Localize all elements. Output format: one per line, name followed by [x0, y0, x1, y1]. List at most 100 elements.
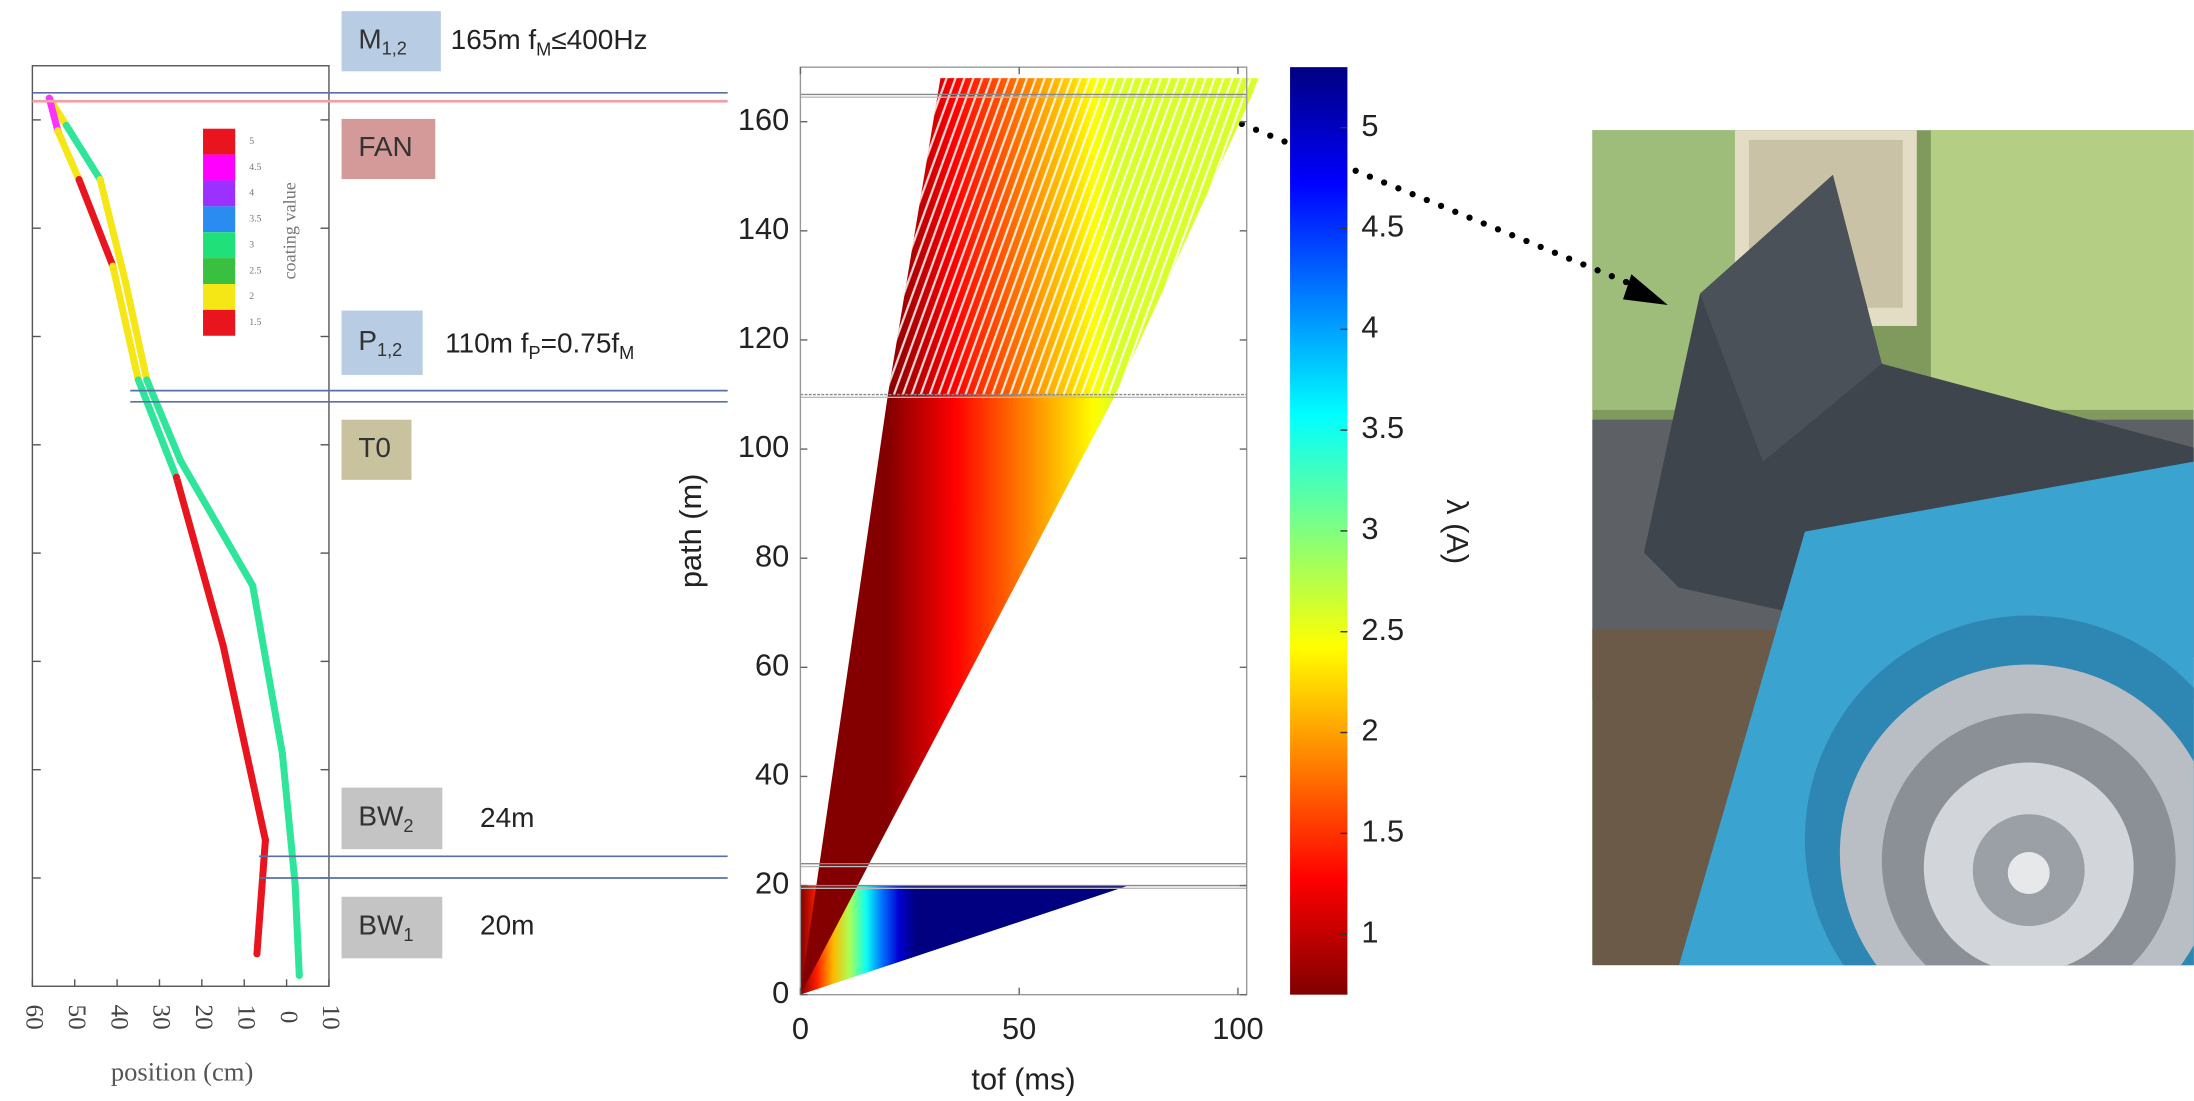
colorbar-tick-label: 2.5 — [1361, 612, 1404, 647]
pointer-arrow — [1195, 103, 1638, 289]
colorbar-tick-label: 4 — [1361, 309, 1378, 344]
x-tick-label: 40 — [105, 1004, 132, 1029]
note-text: 24m — [480, 802, 534, 833]
legend-tick-label: 3 — [249, 239, 254, 250]
curve-point — [219, 641, 227, 649]
x-tick-label: 0 — [792, 1011, 809, 1046]
label-subscript: 1,2 — [382, 38, 407, 58]
y-tick-label: 100 — [738, 429, 789, 464]
label-subscript: 2 — [403, 816, 413, 836]
label-box — [341, 118, 436, 180]
legend-tick-label: 5 — [249, 136, 254, 147]
plot-frame — [799, 66, 1248, 996]
wavelength-band-hatch — [887, 78, 1260, 395]
note-subscript: M — [619, 343, 634, 363]
curve-point — [295, 971, 303, 979]
label-box-text: BW1 — [358, 910, 413, 945]
colorbar-tick-label: 1 — [1361, 914, 1378, 949]
colorbar-tick-label: 3.5 — [1361, 410, 1404, 445]
label-box-text: FAN — [358, 131, 412, 162]
y-tick-label: 160 — [738, 102, 789, 137]
label-box-text: M1,2 — [358, 24, 407, 59]
plot-frame — [31, 65, 330, 987]
x-tick-label: 30 — [148, 1004, 175, 1029]
legend-tick-label: 3.5 — [249, 214, 261, 225]
curve-point — [143, 376, 151, 384]
curve-segment — [219, 641, 269, 844]
label-main: BW — [358, 910, 404, 941]
curve-point — [96, 175, 104, 183]
colorbar-tick-label: 2 — [1361, 713, 1378, 748]
x-tick-label: 60 — [21, 1004, 48, 1029]
colorbar-tick-label: 3 — [1361, 511, 1378, 546]
curve-segment — [109, 262, 142, 384]
colorbar-label: λ (A) — [1440, 499, 1475, 564]
curve-segment — [143, 376, 185, 465]
curve-point — [134, 376, 142, 384]
y-tick-label: 80 — [755, 538, 789, 573]
curve-point — [62, 121, 70, 129]
y-tick-label: 120 — [738, 320, 789, 355]
wavelength-band — [800, 394, 1116, 995]
legend-label: coating value — [279, 182, 299, 279]
label-box-text: P1,2 — [358, 325, 402, 360]
y-tick-label: 140 — [738, 211, 789, 246]
colorbar-tick-label: 4.5 — [1361, 209, 1404, 244]
legend-swatch — [203, 283, 236, 310]
y-tick-label: 0 — [772, 975, 789, 1010]
x-tick-label: 50 — [1002, 1011, 1036, 1046]
curve-segment — [54, 127, 83, 183]
x-tick-label: 100 — [1212, 1011, 1263, 1046]
curve-point — [253, 950, 261, 958]
curve-segment — [75, 175, 117, 270]
curve-point — [177, 457, 185, 465]
y-tick-label: 60 — [755, 647, 789, 682]
curve-segment — [122, 278, 151, 384]
label-subscript: 1 — [403, 925, 413, 945]
legend-swatch — [203, 154, 236, 181]
label-note: 24m — [480, 802, 534, 833]
legend-swatch — [203, 309, 236, 336]
label-note: 20m — [480, 910, 534, 941]
y-axis-label: path (m) — [673, 474, 708, 589]
curve-segment — [278, 749, 299, 887]
curve-segment — [96, 175, 130, 286]
curve-point — [109, 262, 117, 270]
legend-tick-label: 2 — [249, 291, 254, 302]
legend-swatch — [203, 206, 236, 233]
curve-segment — [253, 836, 269, 958]
x-axis-label: tof (ms) — [971, 1062, 1075, 1097]
label-main: BW — [358, 801, 404, 832]
legend-tick-label: 4.5 — [249, 162, 261, 173]
curve-point — [122, 278, 130, 286]
curve-point — [54, 127, 62, 135]
curve-point — [278, 749, 286, 757]
colorbar — [1290, 67, 1348, 995]
note-text: =0.75f — [541, 328, 620, 359]
x-tick-label: 20 — [190, 1004, 217, 1029]
note-text: 110m f — [445, 328, 529, 359]
label-main: M — [358, 24, 381, 55]
label-main: P — [358, 325, 377, 356]
legend-swatch — [203, 232, 236, 259]
legend-tick-label: 1.5 — [249, 317, 261, 328]
curve-segment — [177, 457, 257, 590]
x-tick-label: 10 — [232, 1004, 259, 1029]
curve-segment — [249, 582, 286, 757]
colorbar-tick-label: 1.5 — [1361, 813, 1404, 848]
x-tick-label: 10 — [317, 1004, 344, 1029]
note-text: 165m f — [451, 24, 537, 55]
curve-segment — [62, 121, 104, 183]
y-tick-label: 40 — [755, 757, 789, 792]
label-main: FAN — [358, 131, 412, 162]
curve-point — [75, 175, 83, 183]
note-subscript: M — [536, 39, 551, 59]
note-text: 20m — [480, 910, 534, 941]
legend-tick-label: 2.5 — [249, 265, 261, 276]
note-text: ≤400Hz — [551, 24, 647, 55]
curve-point — [172, 473, 180, 481]
curve-point — [291, 879, 299, 887]
